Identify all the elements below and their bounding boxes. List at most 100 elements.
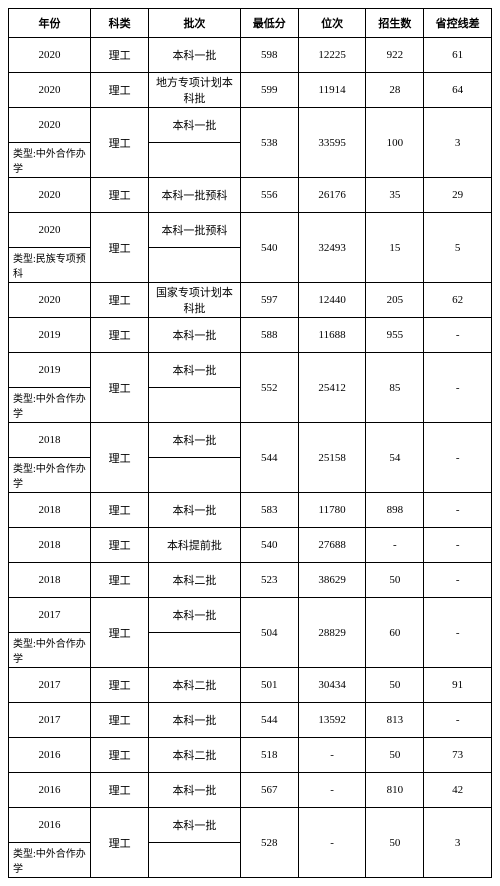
cell-count: 50 bbox=[366, 738, 424, 773]
table-row: 2017理工本科一批54413592813- bbox=[9, 703, 492, 738]
cell-cat: 理工 bbox=[91, 563, 149, 598]
header-row: 年份 科类 批次 最低分 位次 招生数 省控线差 bbox=[9, 9, 492, 38]
table-row: 2020理工地方专项计划本科批599119142864 bbox=[9, 73, 492, 108]
cell-batch: 本科一批预科 bbox=[149, 213, 241, 248]
h-cat: 科类 bbox=[91, 9, 149, 38]
cell-batch: 国家专项计划本科批 bbox=[149, 283, 241, 318]
table-row: 2017理工本科一批5042882960- bbox=[9, 598, 492, 633]
cell-rank: 27688 bbox=[298, 528, 366, 563]
cell-rank: 12225 bbox=[298, 38, 366, 73]
cell-count: 810 bbox=[366, 773, 424, 808]
cell-line: 64 bbox=[424, 73, 492, 108]
cell-line: - bbox=[424, 528, 492, 563]
cell-min: 567 bbox=[240, 773, 298, 808]
table-row: 2020理工本科一批预科556261763529 bbox=[9, 178, 492, 213]
cell-cat: 理工 bbox=[91, 493, 149, 528]
table-row: 2017理工本科二批501304345091 bbox=[9, 668, 492, 703]
cell-line: 91 bbox=[424, 668, 492, 703]
cell-count: 50 bbox=[366, 668, 424, 703]
cell-count: 28 bbox=[366, 73, 424, 108]
table-row: 2018理工本科一批58311780898- bbox=[9, 493, 492, 528]
cell-line: 42 bbox=[424, 773, 492, 808]
cell-rank: 26176 bbox=[298, 178, 366, 213]
cell-line: - bbox=[424, 563, 492, 598]
cell-rank: 13592 bbox=[298, 703, 366, 738]
cell-batch: 本科二批 bbox=[149, 563, 241, 598]
cell-batch-empty bbox=[149, 458, 241, 493]
cell-batch: 本科一批 bbox=[149, 808, 241, 843]
cell-line: 3 bbox=[424, 108, 492, 178]
cell-rank: 11688 bbox=[298, 318, 366, 353]
cell-min: 597 bbox=[240, 283, 298, 318]
cell-year: 2017 bbox=[9, 703, 91, 738]
cell-year: 2020 bbox=[9, 178, 91, 213]
cell-subtype: 类型:中外合作办学 bbox=[9, 633, 91, 668]
cell-rank: - bbox=[298, 808, 366, 878]
cell-min: 538 bbox=[240, 108, 298, 178]
cell-rank: - bbox=[298, 773, 366, 808]
cell-line: 61 bbox=[424, 38, 492, 73]
table-row: 2016理工本科二批518-5073 bbox=[9, 738, 492, 773]
cell-min: 523 bbox=[240, 563, 298, 598]
cell-line: 5 bbox=[424, 213, 492, 283]
cell-subtype: 类型:中外合作办学 bbox=[9, 843, 91, 878]
h-batch: 批次 bbox=[149, 9, 241, 38]
cell-cat: 理工 bbox=[91, 528, 149, 563]
cell-line: 3 bbox=[424, 808, 492, 878]
cell-line: - bbox=[424, 318, 492, 353]
cell-rank: 30434 bbox=[298, 668, 366, 703]
cell-cat: 理工 bbox=[91, 283, 149, 318]
admission-table: 年份 科类 批次 最低分 位次 招生数 省控线差 2020理工本科一批59812… bbox=[8, 8, 492, 878]
cell-rank: 32493 bbox=[298, 213, 366, 283]
h-count: 招生数 bbox=[366, 9, 424, 38]
cell-year: 2017 bbox=[9, 598, 91, 633]
cell-min: 528 bbox=[240, 808, 298, 878]
table-row: 2020理工国家专项计划本科批5971244020562 bbox=[9, 283, 492, 318]
cell-batch: 本科一批 bbox=[149, 38, 241, 73]
cell-cat: 理工 bbox=[91, 423, 149, 493]
cell-batch: 地方专项计划本科批 bbox=[149, 73, 241, 108]
cell-cat: 理工 bbox=[91, 598, 149, 668]
cell-year: 2018 bbox=[9, 563, 91, 598]
cell-year: 2020 bbox=[9, 108, 91, 143]
cell-year: 2019 bbox=[9, 353, 91, 388]
cell-rank: 25158 bbox=[298, 423, 366, 493]
cell-line: - bbox=[424, 493, 492, 528]
cell-subtype: 类型:中外合作办学 bbox=[9, 458, 91, 493]
cell-count: 813 bbox=[366, 703, 424, 738]
table-row: 2018理工本科提前批54027688-- bbox=[9, 528, 492, 563]
cell-cat: 理工 bbox=[91, 178, 149, 213]
table-row: 2019理工本科一批5522541285- bbox=[9, 353, 492, 388]
cell-batch: 本科提前批 bbox=[149, 528, 241, 563]
table-row: 2019理工本科一批58811688955- bbox=[9, 318, 492, 353]
cell-rank: 38629 bbox=[298, 563, 366, 598]
cell-batch: 本科一批 bbox=[149, 108, 241, 143]
cell-batch-empty bbox=[149, 633, 241, 668]
cell-count: 60 bbox=[366, 598, 424, 668]
cell-count: 205 bbox=[366, 283, 424, 318]
cell-count: 100 bbox=[366, 108, 424, 178]
table-row: 2018理工本科二批5233862950- bbox=[9, 563, 492, 598]
cell-count: 50 bbox=[366, 808, 424, 878]
table-row: 2016理工本科一批528-503 bbox=[9, 808, 492, 843]
cell-min: 583 bbox=[240, 493, 298, 528]
cell-min: 501 bbox=[240, 668, 298, 703]
cell-batch: 本科一批 bbox=[149, 493, 241, 528]
cell-rank: 33595 bbox=[298, 108, 366, 178]
cell-line: - bbox=[424, 353, 492, 423]
cell-cat: 理工 bbox=[91, 213, 149, 283]
cell-year: 2020 bbox=[9, 213, 91, 248]
cell-line: 62 bbox=[424, 283, 492, 318]
cell-year: 2018 bbox=[9, 493, 91, 528]
cell-cat: 理工 bbox=[91, 773, 149, 808]
cell-batch: 本科一批 bbox=[149, 703, 241, 738]
cell-min: 518 bbox=[240, 738, 298, 773]
table-row: 2020理工本科一批5981222592261 bbox=[9, 38, 492, 73]
cell-min: 599 bbox=[240, 73, 298, 108]
cell-cat: 理工 bbox=[91, 703, 149, 738]
cell-batch-empty bbox=[149, 843, 241, 878]
cell-count: 922 bbox=[366, 38, 424, 73]
cell-min: 552 bbox=[240, 353, 298, 423]
cell-rank: 11780 bbox=[298, 493, 366, 528]
cell-rank: 11914 bbox=[298, 73, 366, 108]
